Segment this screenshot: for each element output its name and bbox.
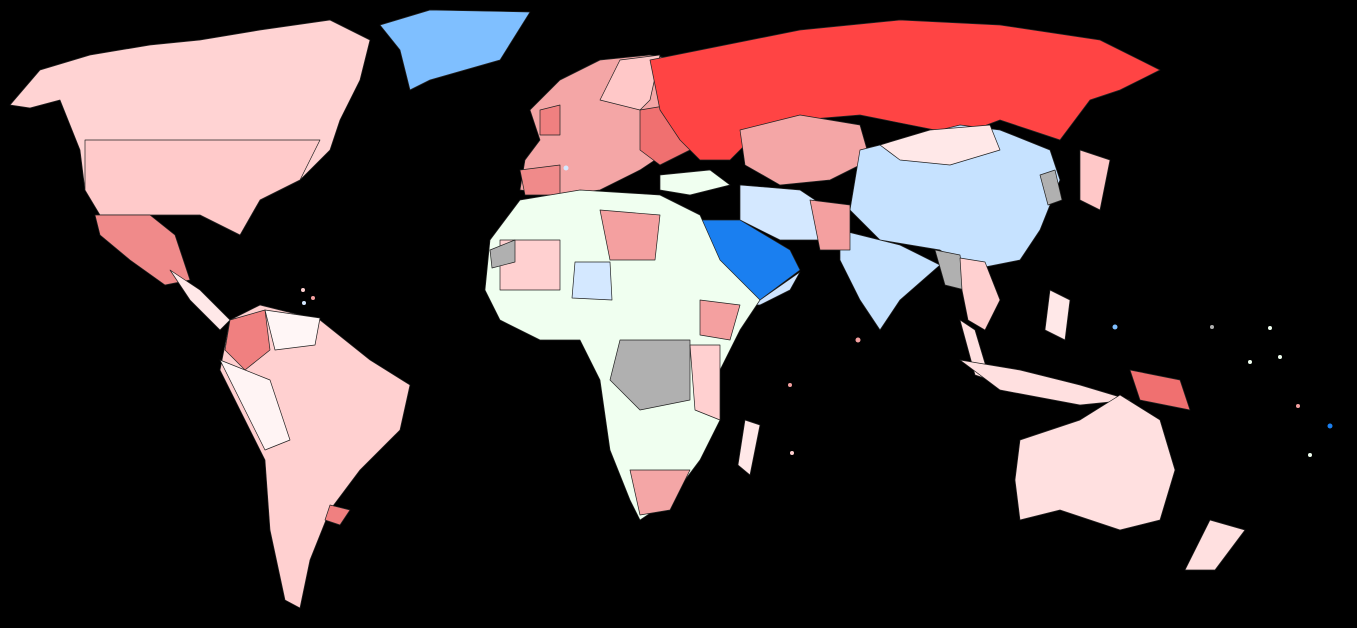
- island: [302, 301, 306, 305]
- south-africa: [629, 469, 691, 516]
- island: [1278, 355, 1282, 359]
- island: [1296, 404, 1300, 408]
- colombia: [224, 309, 271, 371]
- island: [788, 383, 792, 387]
- sahel: [571, 261, 613, 301]
- greenland: [379, 9, 531, 91]
- korea: [1039, 169, 1063, 206]
- island: [1308, 453, 1312, 457]
- venezuela: [264, 309, 321, 351]
- island: [1112, 324, 1118, 330]
- new-zealand: [1184, 519, 1246, 571]
- papua-new-guinea: [1129, 369, 1191, 411]
- mongolia: [879, 124, 1001, 166]
- usa: [84, 139, 321, 236]
- madagascar: [737, 419, 761, 476]
- southeast-asia: [959, 257, 1001, 331]
- island: [301, 288, 305, 292]
- australia: [1014, 394, 1176, 531]
- iberia: [519, 164, 561, 196]
- island: [790, 451, 794, 455]
- kazakhstan: [739, 114, 871, 186]
- mexico: [94, 214, 191, 286]
- turkey: [659, 169, 731, 196]
- east-africa: [689, 344, 721, 421]
- peru-bolivia: [219, 359, 291, 451]
- uk: [539, 104, 561, 136]
- island: [1327, 423, 1333, 429]
- congo: [609, 339, 691, 411]
- libya: [599, 209, 661, 261]
- ethiopia: [699, 299, 741, 341]
- philippines: [1044, 289, 1071, 341]
- island: [1210, 325, 1214, 329]
- western-sahara: [489, 239, 516, 269]
- japan: [1079, 149, 1111, 211]
- pakistan: [809, 199, 851, 251]
- island: [855, 337, 861, 343]
- uruguay: [324, 504, 351, 526]
- island: [311, 296, 315, 300]
- island: [1248, 360, 1252, 364]
- island: [1268, 326, 1272, 330]
- central-america: [169, 269, 231, 331]
- island: [563, 165, 569, 171]
- indonesia: [959, 359, 1131, 406]
- india: [839, 229, 941, 331]
